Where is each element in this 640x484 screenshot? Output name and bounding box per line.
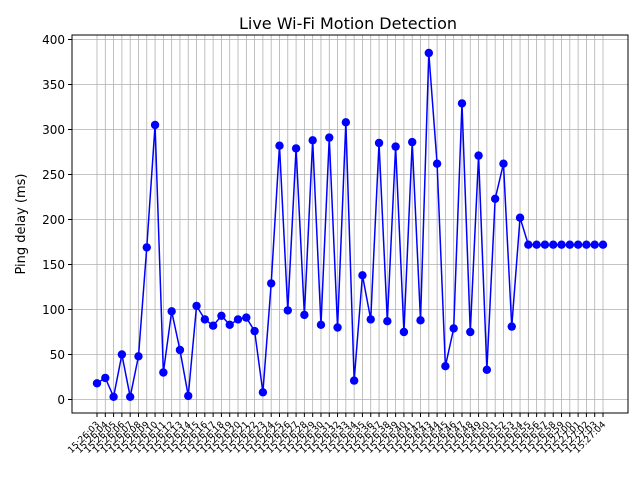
data-point [192,301,201,311]
data-point [275,141,284,150]
y-tick-label: 250 [42,168,65,182]
data-point [424,48,434,58]
data-point [300,310,309,320]
data-point [333,323,342,332]
data-point [184,391,193,401]
data-point [233,315,243,324]
data-point [540,240,550,249]
y-tick-label: 350 [42,78,65,92]
data-point [482,365,492,374]
data-point [490,194,500,203]
data-point [242,313,251,322]
y-tick-label: 100 [42,303,65,317]
data-point [200,315,210,324]
data-point [358,271,367,280]
data-point [557,240,566,249]
data-point [582,240,591,249]
data-point [598,240,608,249]
data-point [316,320,326,329]
data-point [175,345,185,355]
x-axis: 15:26:0315:26:0415:26:0515:26:0615:26:07… [66,413,608,456]
y-axis-label: Ping delay (ms) [14,173,29,274]
data-point [383,317,392,326]
data-point [399,327,409,337]
data-point [291,144,301,153]
data-point [549,240,558,249]
data-point [167,307,176,316]
data-point [92,379,102,388]
data-point [532,240,541,249]
data-point [391,142,400,151]
data-point [258,388,268,397]
data-point [366,315,375,324]
data-point [416,316,425,325]
series-line [96,52,603,400]
data-point [109,392,118,401]
data-point [474,151,483,160]
data-point [341,118,351,127]
y-tick-label: 200 [42,213,65,227]
data-point [524,240,533,249]
data-point [449,324,458,333]
data-point [266,279,276,288]
series-layer [92,48,608,401]
chart-title: Live Wi-Fi Motion Detection [239,14,457,33]
data-point [117,350,127,359]
data-point [325,133,334,142]
data-point [208,321,218,330]
data-point [432,159,442,168]
data-point [565,240,575,249]
y-tick-label: 150 [42,258,65,272]
data-point [225,320,234,329]
data-point [283,306,292,315]
data-point [142,243,151,252]
data-point [217,311,226,320]
data-point [441,362,450,371]
data-point [308,136,317,145]
y-tick-label: 300 [42,123,65,137]
data-point [134,352,143,361]
y-axis: 0 50 100 150 200 250 300 350 400 [42,33,72,407]
y-tick-label: 400 [42,33,65,47]
data-point [250,326,259,336]
data-point [573,240,583,249]
data-point [515,213,525,222]
y-tick-label: 50 [50,348,65,362]
data-point [507,322,516,331]
data-point [349,376,359,385]
data-point [101,373,110,383]
plot-frame [71,34,629,414]
data-point [499,159,508,168]
data-point [159,368,168,377]
data-point [125,392,135,401]
data-point [150,120,160,130]
data-point [457,99,467,108]
y-tick-label: 0 [57,393,65,407]
data-point [590,240,599,249]
data-point [374,138,384,148]
data-point [408,137,417,147]
grid-layer [72,35,628,413]
data-point [466,327,475,337]
